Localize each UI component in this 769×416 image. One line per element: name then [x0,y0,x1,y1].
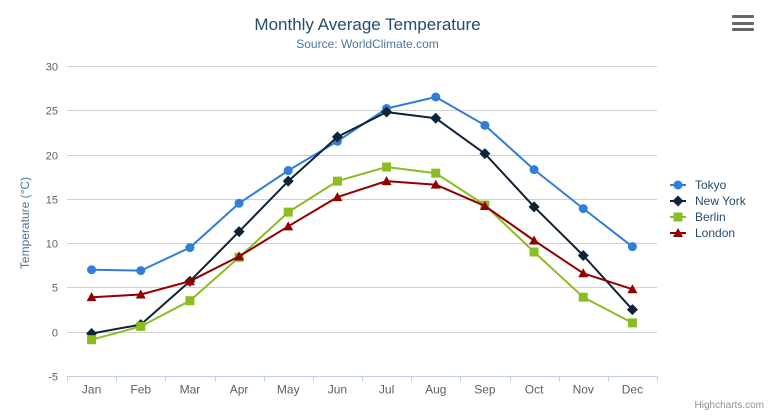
series-tokyo-marker[interactable] [480,120,490,130]
x-axis-category-label: Sep [474,383,496,397]
series-london-marker[interactable] [283,221,294,231]
chart-subtitle: Source: WorldClimate.com [296,37,439,51]
series-tokyo-marker[interactable] [87,265,97,275]
series-tokyo-marker[interactable] [185,243,195,253]
series-tokyo-marker[interactable] [529,165,539,175]
y-axis-tick-label: -5 [48,372,58,384]
y-axis-tick-label: 10 [46,239,58,251]
series-london-marker[interactable] [430,179,441,189]
legend-label-london: London [695,226,736,240]
x-axis-category-label: Dec [622,383,643,397]
legend-label-berlin: Berlin [695,210,726,224]
series-new-york-marker[interactable] [626,304,638,316]
series-london-marker[interactable] [381,176,392,186]
x-axis-category-label: Jun [328,383,347,397]
series-berlin-marker[interactable] [578,292,588,302]
series-london-marker[interactable] [184,276,195,286]
series-london-marker[interactable] [627,284,638,294]
y-axis-tick-label: 15 [46,195,58,207]
x-axis-category-label: Mar [180,383,201,397]
x-axis-category-label: Oct [525,383,544,397]
y-axis-tick-label: 5 [52,283,58,295]
series-berlin-marker[interactable] [185,296,195,306]
x-axis-category-label: Apr [230,383,249,397]
series-new-york-marker[interactable] [233,226,245,238]
legend-item-berlin[interactable]: Berlin [670,209,746,225]
series-new-york-line[interactable] [90,111,634,335]
x-axis-category-label: May [277,383,300,397]
hamburger-icon [732,15,754,18]
series-tokyo-marker[interactable] [136,266,146,276]
series-tokyo-line[interactable] [90,96,634,272]
series-new-york-marker[interactable] [430,112,442,124]
series-tokyo-marker[interactable] [283,166,293,176]
hamburger-icon [732,21,754,25]
series-berlin-marker[interactable] [87,335,97,345]
hamburger-icon [732,28,754,31]
series-new-york-marker[interactable] [331,131,343,143]
legend-item-new-york[interactable]: New York [670,193,746,209]
series-berlin-marker[interactable] [431,168,441,178]
series-tokyo-marker[interactable] [578,204,588,214]
london-legend-symbol-icon [670,228,686,237]
tokyo-legend-symbol-icon [670,180,686,190]
series-new-york-marker[interactable] [528,201,540,213]
series-london-marker[interactable] [135,289,146,299]
x-axis-category-label: Aug [425,383,446,397]
y-axis-tick-label: 30 [46,62,58,74]
berlin-legend-symbol-icon [670,212,686,222]
series-london-marker[interactable] [529,235,540,245]
series-london-marker[interactable] [578,268,589,278]
series-berlin-marker[interactable] [136,321,146,331]
legend-label-new-york: New York [695,194,746,208]
series-new-york-marker[interactable] [381,106,393,118]
credits-link[interactable]: Highcharts.com [694,400,764,411]
series-berlin-marker[interactable] [332,176,342,186]
series-tokyo-marker[interactable] [234,198,244,208]
y-axis-tick-label: 20 [46,151,58,163]
series-new-york-marker[interactable] [577,250,589,262]
chart-title: Monthly Average Temperature [254,15,481,34]
series-tokyo-marker[interactable] [431,92,441,102]
series-tokyo-marker[interactable] [627,242,637,252]
series-berlin-marker[interactable] [627,318,637,328]
x-axis-category-label: Feb [130,383,151,397]
legend-label-tokyo: Tokyo [695,178,727,192]
x-axis-category-label: Jan [82,383,101,397]
series-berlin-marker[interactable] [382,162,392,172]
y-axis-tick-label: 25 [46,106,58,118]
export-menu-button[interactable] [731,13,755,33]
series-berlin-marker[interactable] [283,207,293,217]
series-london-marker[interactable] [479,200,490,210]
legend: Tokyo New York Berlin London [670,177,746,241]
x-axis-category-label: Nov [573,383,594,397]
series-new-york-marker[interactable] [479,148,491,160]
y-axis-tick-label: 0 [52,328,58,340]
series-london-line[interactable] [90,180,634,299]
legend-item-tokyo[interactable]: Tokyo [670,177,746,193]
legend-item-london[interactable]: London [670,225,746,241]
series-london-marker[interactable] [332,192,343,202]
series-london-marker[interactable] [234,251,245,261]
x-axis-category-label: Jul [379,383,394,397]
new-york-legend-symbol-icon [670,195,686,207]
series-berlin-line[interactable] [90,166,634,341]
series-london-marker[interactable] [86,292,97,302]
series-new-york-marker[interactable] [282,175,294,187]
series-berlin-marker[interactable] [529,247,539,257]
